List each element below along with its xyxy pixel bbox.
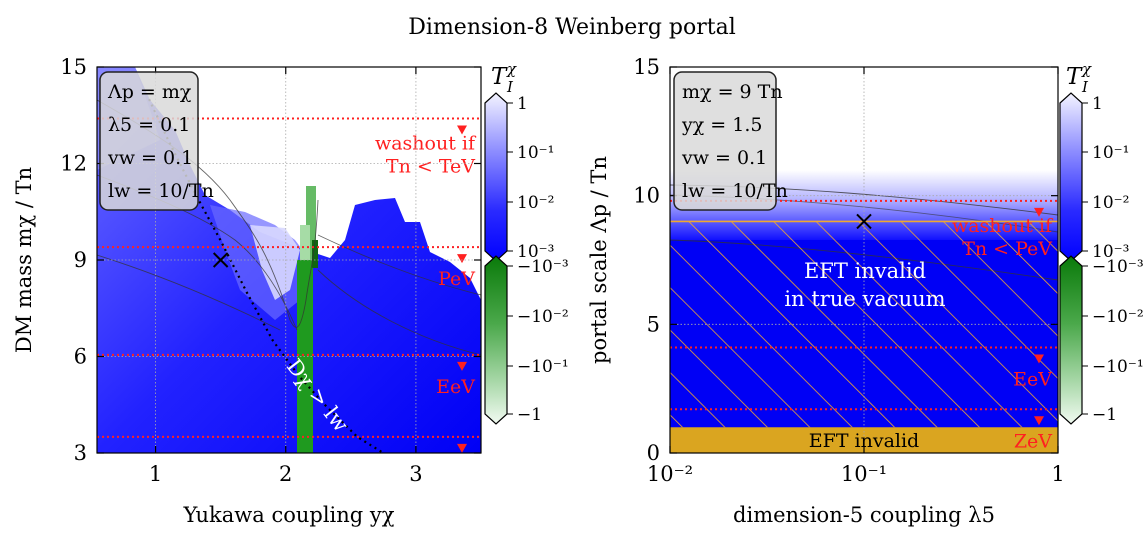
eft-true-vacuum-label: EFT invalid in true vacuum bbox=[784, 259, 945, 311]
washout-label: ZeV bbox=[1014, 430, 1052, 452]
colorbar-negative bbox=[484, 255, 508, 425]
y-tick-label: 12 bbox=[60, 152, 87, 176]
param-line: mχ = 9 Tn bbox=[682, 81, 783, 103]
figure-title: Dimension-8 Weinberg portal bbox=[408, 15, 735, 40]
y-tick-label: 9 bbox=[74, 248, 87, 272]
y-tick-label: 5 bbox=[647, 312, 660, 336]
colorbar-tick-label: 10⁻² bbox=[1092, 193, 1129, 213]
washout-label: washout if bbox=[952, 215, 1054, 237]
washout-label: PeV bbox=[438, 268, 475, 290]
x-tick-label: 1 bbox=[1051, 462, 1064, 486]
param-line: yχ = 1.5 bbox=[681, 114, 762, 136]
colorbar-positive bbox=[1059, 92, 1083, 262]
washout-label: EeV bbox=[1013, 368, 1052, 390]
colorbar-tick-label: 10⁻¹ bbox=[1092, 143, 1129, 163]
washout-arrow bbox=[457, 125, 467, 135]
washout-arrow bbox=[457, 443, 467, 453]
colorbar-tick-label: −10⁻¹ bbox=[517, 357, 569, 377]
colorbar-tick-label: 10⁻¹ bbox=[517, 143, 554, 163]
washout-label: washout if bbox=[375, 132, 477, 154]
param-line: Λp = mχ bbox=[107, 81, 192, 103]
washout-label: Tn < PeV bbox=[962, 238, 1052, 260]
right-x-axis-label: dimension-5 coupling λ5 bbox=[733, 503, 995, 527]
y-tick-label: 15 bbox=[633, 55, 660, 79]
colorbar-title-sub: I bbox=[506, 78, 514, 96]
param-line: vw = 0.1 bbox=[681, 147, 767, 169]
colorbar-tick-label: 1 bbox=[1092, 94, 1103, 114]
colorbar-tick-label: −10⁻¹ bbox=[1092, 357, 1144, 377]
y-tick-label: 10 bbox=[633, 184, 660, 208]
left-washout-lines bbox=[97, 117, 481, 453]
param-line: lw = 10/Tn bbox=[108, 180, 214, 202]
left-x-axis-label: Yukawa coupling yχ bbox=[182, 503, 394, 527]
right-washout-lines bbox=[670, 199, 1058, 426]
washout-label: Tn < TeV bbox=[386, 155, 475, 177]
washout-label: ZeV bbox=[437, 458, 475, 480]
colorbar-title-sup: χ bbox=[506, 60, 517, 78]
y-tick-label: 6 bbox=[74, 345, 87, 369]
param-line: λ5 = 0.1 bbox=[108, 114, 190, 136]
colorbar-positive bbox=[484, 92, 508, 262]
colorbar-negative bbox=[1059, 255, 1083, 425]
y-tick-label: 0 bbox=[647, 441, 660, 465]
colorbar-tick-label: −10⁻³ bbox=[1092, 257, 1144, 277]
washout-label: EeV bbox=[436, 376, 475, 398]
colorbar-title-sub: I bbox=[1081, 78, 1089, 96]
colorbar-tick-label: −10⁻³ bbox=[517, 257, 569, 277]
y-tick-label: 3 bbox=[74, 441, 87, 465]
x-tick-label: 10⁻¹ bbox=[841, 462, 887, 486]
param-line: vw = 0.1 bbox=[107, 147, 193, 169]
right-params-box: mχ = 9 Tn yχ = 1.5 vw = 0.1 lw = 10/Tn bbox=[673, 71, 788, 211]
left-params-box: Λp = mχ λ5 = 0.1 vw = 0.1 lw = 10/Tn bbox=[99, 71, 214, 211]
colorbar-title-sup: χ bbox=[1081, 60, 1092, 78]
colorbar-tick-label: −10⁻² bbox=[517, 307, 569, 327]
colorbar-title: T bbox=[491, 64, 508, 90]
washout-arrow bbox=[1034, 207, 1044, 217]
washout-arrow bbox=[457, 361, 467, 371]
colorbar-tick-label: 10⁻² bbox=[517, 193, 554, 213]
x-tick-label: 1 bbox=[149, 462, 162, 486]
left-y-axis-label: DM mass mχ / Tn bbox=[12, 167, 36, 353]
washout-arrow bbox=[1034, 416, 1044, 426]
svg-text:EFT invalid: EFT invalid bbox=[804, 259, 926, 283]
svg-text:in true vacuum: in true vacuum bbox=[784, 287, 945, 311]
eft-invalid-label: EFT invalid bbox=[809, 430, 919, 452]
x-tick-label: 3 bbox=[409, 462, 422, 486]
colorbar-tick-label: 1 bbox=[517, 94, 528, 114]
benchmark-marker bbox=[212, 252, 229, 268]
colorbar-tick-label: −1 bbox=[1092, 405, 1117, 425]
y-tick-label: 15 bbox=[60, 55, 87, 79]
washout-arrow bbox=[1034, 354, 1044, 364]
x-tick-label: 10⁻² bbox=[647, 462, 693, 486]
colorbar-tick-label: −10⁻² bbox=[1092, 307, 1144, 327]
colorbar-tick-label: −1 bbox=[517, 405, 542, 425]
benchmark-marker-right bbox=[856, 213, 872, 230]
colorbar-tick-label: 10⁻³ bbox=[517, 242, 554, 262]
colorbar-tick-label: 10⁻³ bbox=[1092, 242, 1129, 262]
param-line: lw = 10/Tn bbox=[682, 180, 788, 202]
colorbar-title: T bbox=[1066, 64, 1083, 90]
right-y-axis-label: portal scale Λp / Tn bbox=[587, 156, 611, 364]
x-tick-label: 2 bbox=[279, 462, 292, 486]
washout-arrow bbox=[457, 254, 467, 264]
